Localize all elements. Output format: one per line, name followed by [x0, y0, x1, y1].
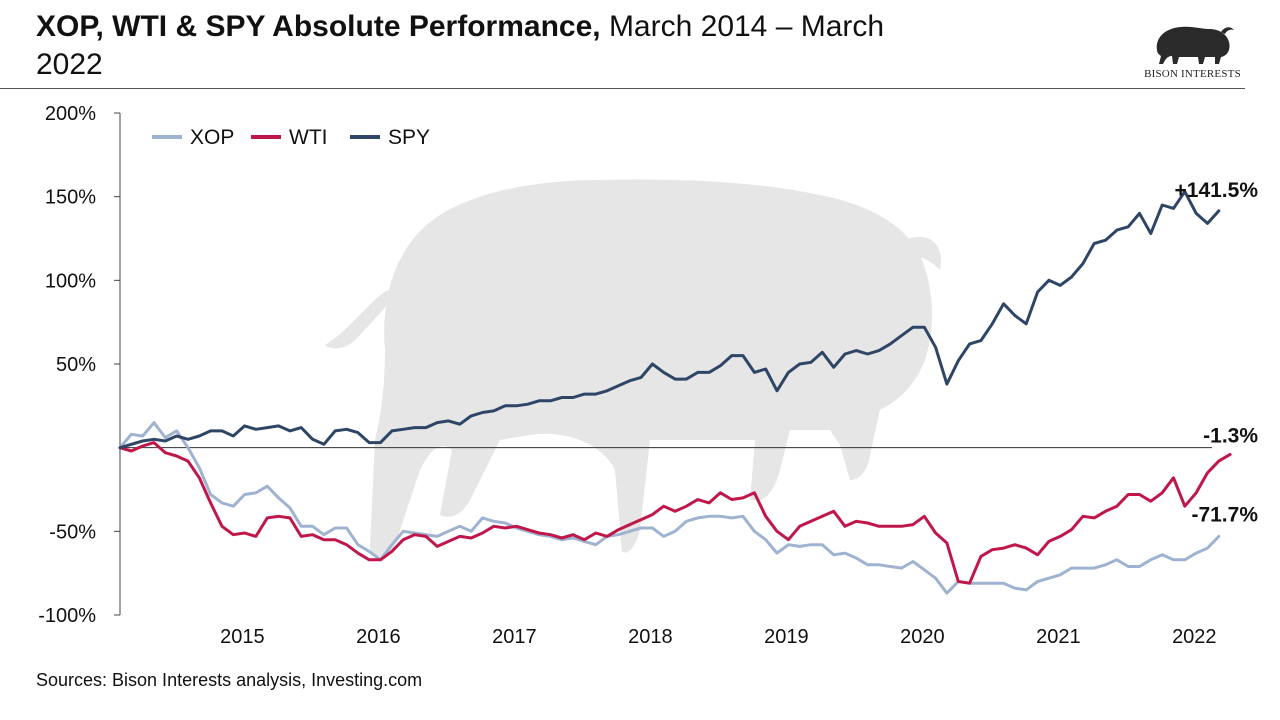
logo-text: BISON INTERESTS: [1144, 68, 1241, 80]
series-line-spy: [118, 190, 1221, 450]
chart-title-bold: XOP, WTI & SPY Absolute Performance,: [36, 10, 601, 43]
bison-watermark-tail: [325, 290, 392, 349]
chart-title-rest: March 2014 – March 2022: [36, 10, 885, 81]
y-tick-label: -100%: [38, 605, 96, 627]
series-line-wti: [118, 441, 1232, 585]
end-label-spy: +141.5%: [1175, 179, 1259, 202]
bison-watermark-horn: [905, 236, 941, 270]
chart-title: XOP, WTI & SPY Absolute Performance, Mar…: [36, 8, 936, 84]
end-label-wti: -1.3%: [1203, 424, 1258, 447]
y-tick-label: 100%: [45, 270, 96, 292]
x-tick-label: 2019: [764, 626, 809, 648]
x-tick-label: 2018: [628, 626, 673, 648]
header-divider: [0, 88, 1245, 89]
series-line-xop: [118, 421, 1221, 595]
y-tick-label: 150%: [45, 187, 96, 209]
legend-label-wti: WTI: [289, 126, 327, 149]
x-tick-label: 2021: [1036, 626, 1081, 648]
legend-label-xop: XOP: [190, 126, 234, 149]
y-tick-label: 200%: [45, 103, 96, 125]
bison-logo-icon: [1156, 26, 1234, 64]
x-tick-label: 2020: [900, 626, 945, 648]
y-tick-label: -50%: [49, 521, 96, 543]
source-note: Sources: Bison Interests analysis, Inves…: [36, 670, 423, 690]
bison-watermark-body: [370, 179, 932, 557]
x-tick-label: 2022: [1172, 626, 1217, 648]
bison-logo: BISON INTERESTS: [1135, 20, 1250, 84]
bison-watermark: [325, 179, 941, 557]
y-tick-label: 50%: [56, 354, 96, 376]
x-tick-label: 2016: [356, 626, 401, 648]
x-tick-label: 2015: [220, 626, 265, 648]
legend-label-spy: SPY: [388, 126, 430, 149]
end-label-xop: -71.7%: [1191, 503, 1258, 526]
x-tick-label: 2017: [492, 626, 537, 648]
